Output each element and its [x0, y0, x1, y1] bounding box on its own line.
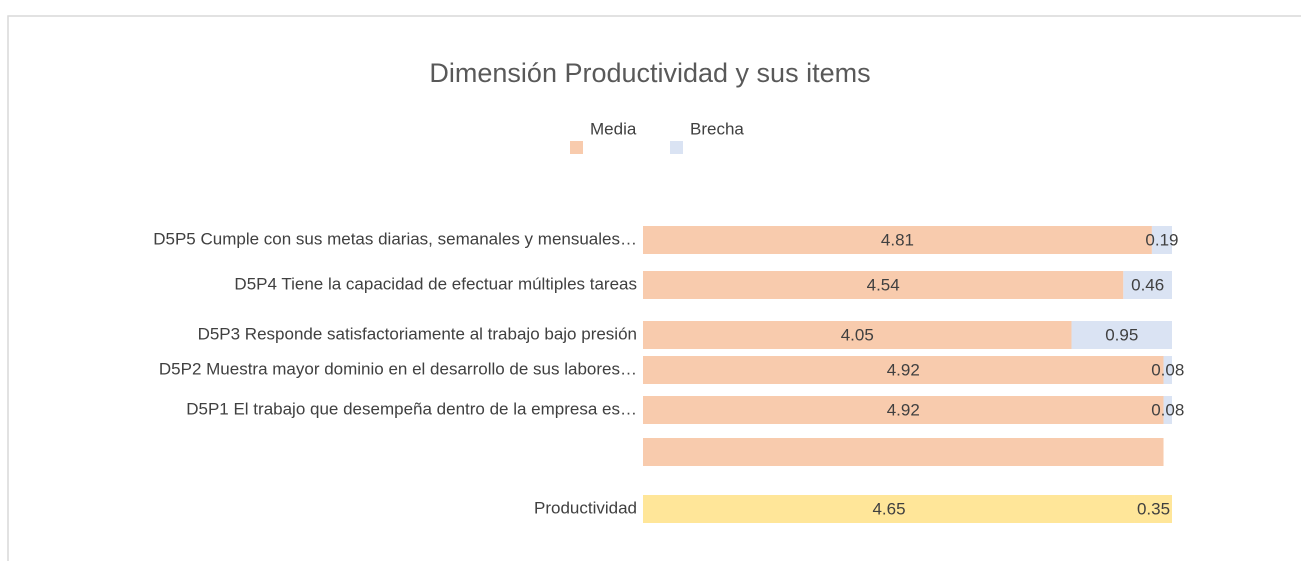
value-label: 4.65 — [872, 499, 905, 518]
bar-segment — [643, 356, 1164, 384]
value-label: 0.19 — [1145, 230, 1178, 249]
legend-swatch — [570, 141, 583, 154]
value-label: 4.81 — [881, 230, 914, 249]
value-label: 4.92 — [887, 360, 920, 379]
bar-segment — [1071, 321, 1172, 349]
value-label: 4.05 — [841, 325, 874, 344]
bar-segment — [643, 438, 1164, 466]
category-label: Productividad — [534, 498, 637, 517]
value-label: 4.54 — [867, 275, 900, 294]
bar-segment — [643, 396, 1164, 424]
legend-label: Media — [590, 119, 637, 138]
bar-segment — [643, 495, 1135, 523]
bar-segment — [643, 321, 1072, 349]
value-label: 0.08 — [1151, 360, 1184, 379]
value-label: 4.92 — [887, 400, 920, 419]
value-label: 0.08 — [1151, 400, 1184, 419]
bar-segment — [1163, 356, 1172, 384]
category-label: D5P1 El trabajo que desempeña dentro de … — [186, 399, 637, 418]
bar-segment — [1151, 226, 1172, 254]
value-label: 0.95 — [1105, 325, 1138, 344]
bar-segment — [1163, 396, 1172, 424]
bar-segment — [643, 271, 1124, 299]
value-label: 0.35 — [1137, 499, 1170, 518]
category-label: D5P5 Cumple con sus metas diarias, seman… — [153, 229, 637, 248]
value-label: 0.46 — [1131, 275, 1164, 294]
chart-title: Dimensión Productividad y sus items — [429, 58, 870, 88]
category-label: D5P3 Responde satisfactoriamente al trab… — [198, 324, 637, 343]
legend-swatch — [670, 141, 683, 154]
bar-segment — [643, 226, 1152, 254]
bar-segment — [1123, 271, 1172, 299]
bar-segment — [1134, 495, 1172, 523]
legend-label: Brecha — [690, 119, 744, 138]
category-label: D5P4 Tiene la capacidad de efectuar múlt… — [234, 274, 637, 293]
category-label: D5P2 Muestra mayor dominio en el desarro… — [159, 359, 637, 378]
